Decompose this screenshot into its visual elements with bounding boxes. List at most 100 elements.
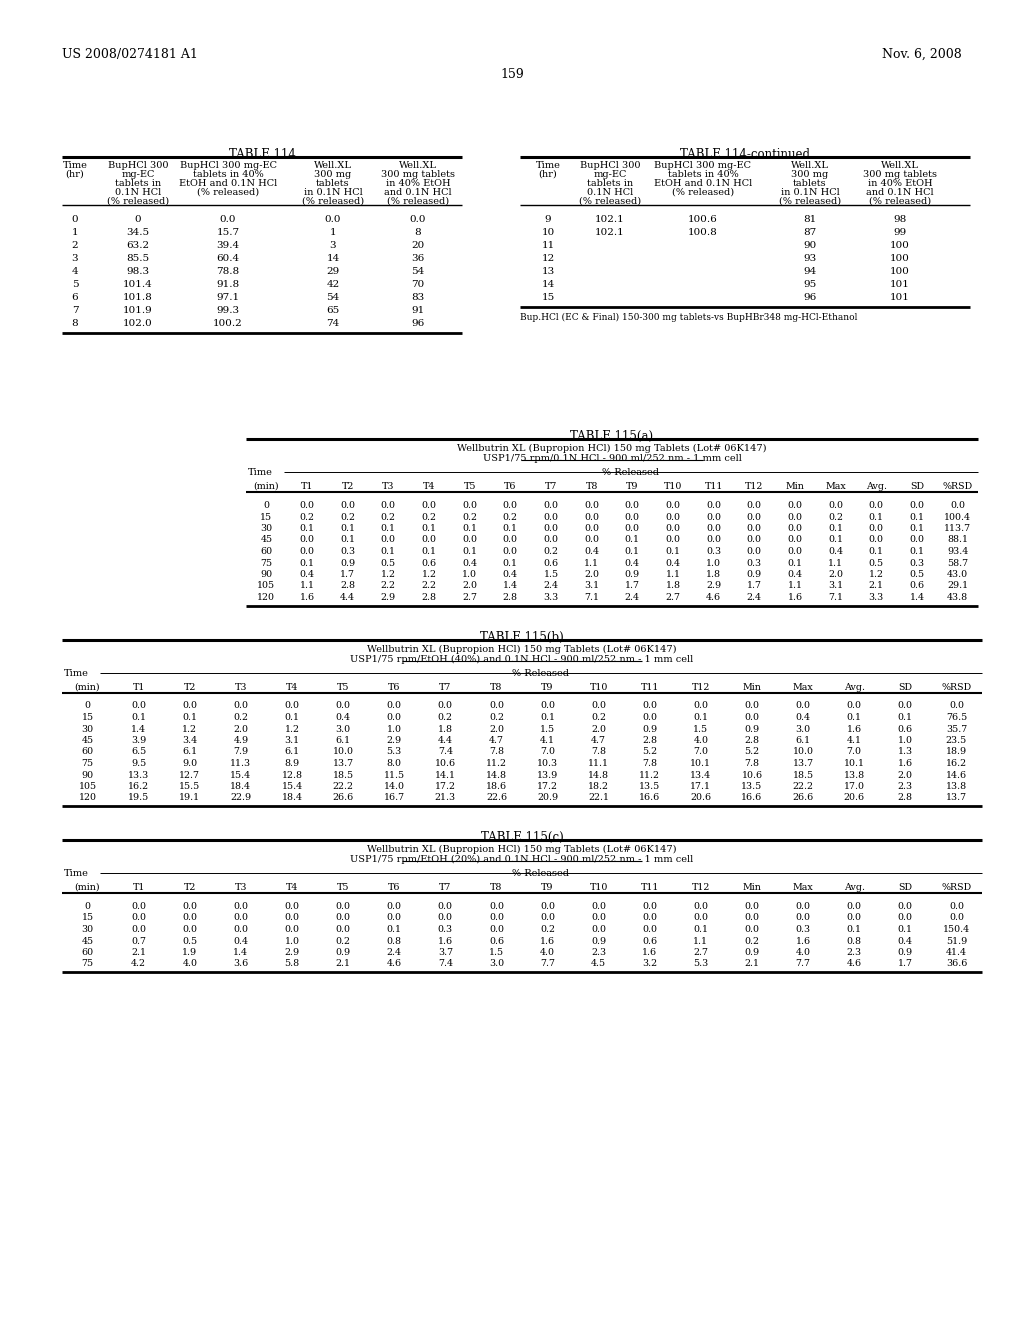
Text: 0.0: 0.0 <box>746 512 762 521</box>
Text: 0.0: 0.0 <box>666 536 681 544</box>
Text: 16.2: 16.2 <box>946 759 967 768</box>
Text: 19.5: 19.5 <box>128 793 150 803</box>
Text: 0.0: 0.0 <box>584 512 599 521</box>
Text: 1.6: 1.6 <box>540 936 555 945</box>
Text: 0.0: 0.0 <box>591 902 606 911</box>
Text: 0.1: 0.1 <box>299 558 314 568</box>
Text: 0.4: 0.4 <box>787 570 803 579</box>
Text: 0.0: 0.0 <box>488 701 504 710</box>
Text: 0.0: 0.0 <box>591 701 606 710</box>
Text: 0.0: 0.0 <box>707 502 721 510</box>
Text: SD: SD <box>910 482 924 491</box>
Text: 1: 1 <box>72 228 78 238</box>
Text: T4: T4 <box>286 883 298 892</box>
Text: 0.9: 0.9 <box>591 936 606 945</box>
Text: 0.1: 0.1 <box>828 536 843 544</box>
Text: 0.9: 0.9 <box>746 570 762 579</box>
Text: 12.8: 12.8 <box>282 771 302 780</box>
Text: 101.9: 101.9 <box>123 306 153 315</box>
Text: 13.5: 13.5 <box>639 781 660 791</box>
Text: 0.0: 0.0 <box>787 524 803 533</box>
Text: 0: 0 <box>135 215 141 224</box>
Text: 0.0: 0.0 <box>299 502 314 510</box>
Text: 99.3: 99.3 <box>216 306 240 315</box>
Text: 1.2: 1.2 <box>285 725 299 734</box>
Text: 0.0: 0.0 <box>787 546 803 556</box>
Text: 0.1: 0.1 <box>868 512 884 521</box>
Text: 0.2: 0.2 <box>336 936 350 945</box>
Text: 20.9: 20.9 <box>537 793 558 803</box>
Text: (% released): (% released) <box>672 187 734 197</box>
Text: 1.7: 1.7 <box>746 582 762 590</box>
Text: 0.0: 0.0 <box>787 536 803 544</box>
Text: 0.6: 0.6 <box>544 558 558 568</box>
Text: 2.1: 2.1 <box>336 960 350 969</box>
Text: 98: 98 <box>893 215 906 224</box>
Text: T12: T12 <box>691 883 710 892</box>
Text: 3: 3 <box>72 253 78 263</box>
Text: 11.1: 11.1 <box>588 759 609 768</box>
Text: 15.7: 15.7 <box>216 228 240 238</box>
Text: 0.4: 0.4 <box>625 558 640 568</box>
Text: 0.0: 0.0 <box>625 524 640 533</box>
Text: 0.0: 0.0 <box>336 913 350 923</box>
Text: 4.6: 4.6 <box>387 960 401 969</box>
Text: 2: 2 <box>72 242 78 249</box>
Text: Well.XL: Well.XL <box>881 161 919 170</box>
Text: 100: 100 <box>890 253 910 263</box>
Text: 0.3: 0.3 <box>909 558 925 568</box>
Text: 0.0: 0.0 <box>438 701 453 710</box>
Text: 30: 30 <box>82 725 93 734</box>
Text: Well.XL: Well.XL <box>314 161 352 170</box>
Text: 0.0: 0.0 <box>744 925 760 935</box>
Text: 91.8: 91.8 <box>216 280 240 289</box>
Text: 14.8: 14.8 <box>588 771 609 780</box>
Text: 0.0: 0.0 <box>796 913 811 923</box>
Text: 0.0: 0.0 <box>336 925 350 935</box>
Text: 0.0: 0.0 <box>503 502 518 510</box>
Text: 99: 99 <box>893 228 906 238</box>
Text: 0.0: 0.0 <box>847 913 862 923</box>
Text: T7: T7 <box>439 682 452 692</box>
Text: 0.3: 0.3 <box>438 925 453 935</box>
Text: 7.0: 7.0 <box>540 747 555 756</box>
Text: T2: T2 <box>341 482 354 491</box>
Text: 58.7: 58.7 <box>947 558 969 568</box>
Text: 17.0: 17.0 <box>844 781 864 791</box>
Text: 20: 20 <box>412 242 425 249</box>
Text: 10.1: 10.1 <box>690 759 712 768</box>
Text: Wellbutrin XL (Bupropion HCl) 150 mg Tablets (Lot# 06K147): Wellbutrin XL (Bupropion HCl) 150 mg Tab… <box>458 444 767 453</box>
Text: 4.5: 4.5 <box>591 960 606 969</box>
Text: 0.3: 0.3 <box>796 925 811 935</box>
Text: (% released): (% released) <box>869 197 931 206</box>
Text: 0.1: 0.1 <box>868 546 884 556</box>
Text: 4: 4 <box>72 267 78 276</box>
Text: 0.1: 0.1 <box>462 546 477 556</box>
Text: 2.7: 2.7 <box>462 593 477 602</box>
Text: 0.0: 0.0 <box>182 913 198 923</box>
Text: T1: T1 <box>132 682 144 692</box>
Text: 5.8: 5.8 <box>285 960 300 969</box>
Text: 7.4: 7.4 <box>438 747 453 756</box>
Text: 13.8: 13.8 <box>946 781 967 791</box>
Text: 1.4: 1.4 <box>503 582 518 590</box>
Text: 1.1: 1.1 <box>828 558 843 568</box>
Text: T2: T2 <box>183 682 196 692</box>
Text: 2.1: 2.1 <box>131 948 146 957</box>
Text: 0.0: 0.0 <box>336 902 350 911</box>
Text: 0.5: 0.5 <box>381 558 396 568</box>
Text: 2.8: 2.8 <box>744 737 760 744</box>
Text: 2.8: 2.8 <box>642 737 657 744</box>
Text: 29.1: 29.1 <box>947 582 969 590</box>
Text: Time: Time <box>63 869 89 878</box>
Text: 15: 15 <box>260 512 272 521</box>
Text: 1.6: 1.6 <box>847 725 862 734</box>
Text: T10: T10 <box>664 482 682 491</box>
Text: 21.3: 21.3 <box>435 793 456 803</box>
Text: 60.4: 60.4 <box>216 253 240 263</box>
Text: 2.0: 2.0 <box>898 771 912 780</box>
Text: mg-EC: mg-EC <box>121 170 155 180</box>
Text: 0.0: 0.0 <box>285 701 299 710</box>
Text: SD: SD <box>898 682 912 692</box>
Text: Bup.HCl (EC & Final) 150-300 mg tablets-vs BupHBr348 mg-HCl-Ethanol: Bup.HCl (EC & Final) 150-300 mg tablets-… <box>520 313 857 322</box>
